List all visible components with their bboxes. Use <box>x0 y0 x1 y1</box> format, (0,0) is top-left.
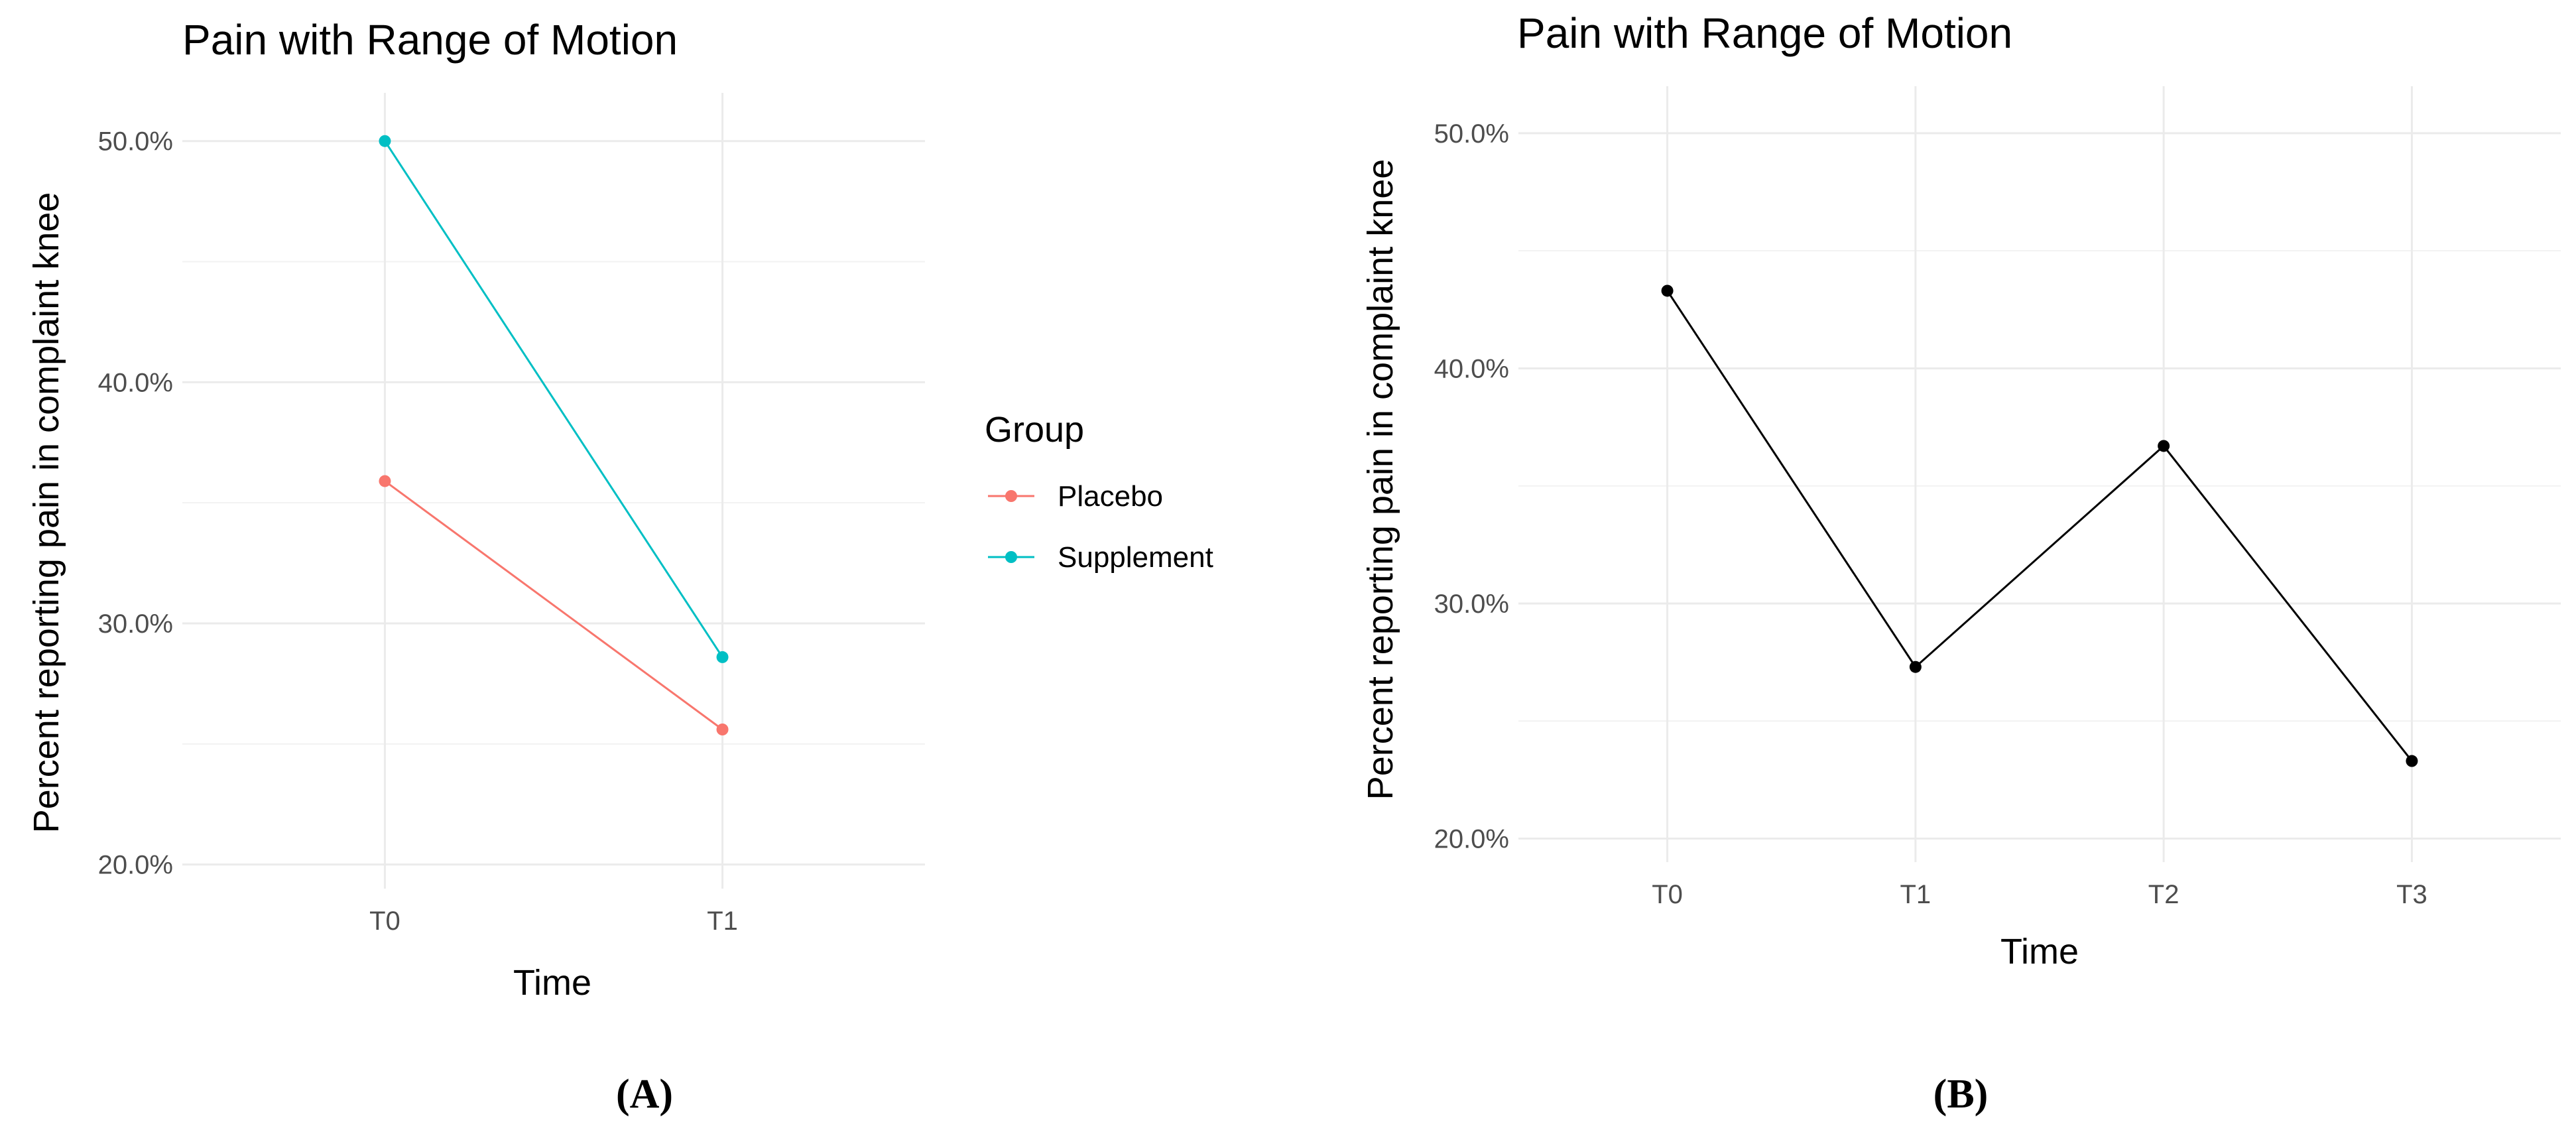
y-tick-label: 40.0% <box>98 368 173 397</box>
panel-a-label: (A) <box>616 1072 673 1117</box>
x-tick-label: T2 <box>2148 880 2179 909</box>
legend-key-point <box>1005 490 1017 502</box>
y-tick-label: 20.0% <box>1434 825 1509 854</box>
series-line-placebo <box>384 480 723 731</box>
y-tick-label: 30.0% <box>98 609 173 639</box>
panel-a-y-ticks: 20.0% 30.0% 40.0% 50.0% <box>98 127 173 880</box>
data-point-all <box>1909 661 1922 673</box>
panel-b-grid <box>1518 86 2561 862</box>
panel-a-legend: Group Placebo Supplement <box>985 410 1213 574</box>
data-point-all <box>2406 755 2418 767</box>
panel-a-y-axis-label: Percent reporting pain in complaint knee <box>27 192 66 834</box>
panel-a-title: Pain with Range of Motion <box>182 16 678 64</box>
panel-b-y-axis-label: Percent reporting pain in complaint knee <box>1361 159 1400 800</box>
series-line-all <box>1666 290 2413 762</box>
panel-a-grid <box>182 93 925 889</box>
panel-b-x-ticks: T0 T1 T2 T3 <box>1652 880 2427 909</box>
data-point-all <box>2158 440 2170 452</box>
legend-title: Group <box>985 410 1084 450</box>
data-point-supplement <box>379 135 391 147</box>
x-tick-label: T0 <box>1652 880 1683 909</box>
panel-a: Pain with Range of Motion 20.0% 30.0% 40.0… <box>27 16 1213 1117</box>
panel-a-x-axis-label: Time <box>513 963 591 1003</box>
series-line-supplement <box>384 140 723 658</box>
x-tick-label: T3 <box>2396 880 2427 909</box>
panel-b-series <box>1661 284 2418 767</box>
y-tick-label: 50.0% <box>1434 119 1509 149</box>
panel-b-x-axis-label: Time <box>2000 932 2079 972</box>
legend-key-point <box>1005 551 1017 563</box>
legend-label: Supplement <box>1058 541 1213 574</box>
x-tick-label: T1 <box>707 907 738 936</box>
data-point-placebo <box>716 724 729 735</box>
panel-a-x-ticks: T0 T1 <box>369 907 738 936</box>
data-point-all <box>1661 284 1674 297</box>
x-tick-label: T1 <box>1900 880 1932 909</box>
panel-a-series <box>379 135 729 735</box>
data-point-placebo <box>379 475 391 487</box>
legend-label: Placebo <box>1058 480 1163 513</box>
x-tick-label: T0 <box>369 907 400 936</box>
y-tick-label: 40.0% <box>1434 354 1509 383</box>
y-tick-label: 20.0% <box>98 851 173 880</box>
data-point-supplement <box>716 651 729 663</box>
panel-b-label: (B) <box>1933 1072 1989 1117</box>
y-tick-label: 30.0% <box>1434 590 1509 619</box>
panel-b-y-ticks: 20.0% 30.0% 40.0% 50.0% <box>1434 119 1509 854</box>
y-tick-label: 50.0% <box>98 127 173 157</box>
panel-b-title: Pain with Range of Motion <box>1517 9 2012 57</box>
panel-b: Pain with Range of Motion 20.0% 30.0% 40.0… <box>1361 9 2561 1117</box>
